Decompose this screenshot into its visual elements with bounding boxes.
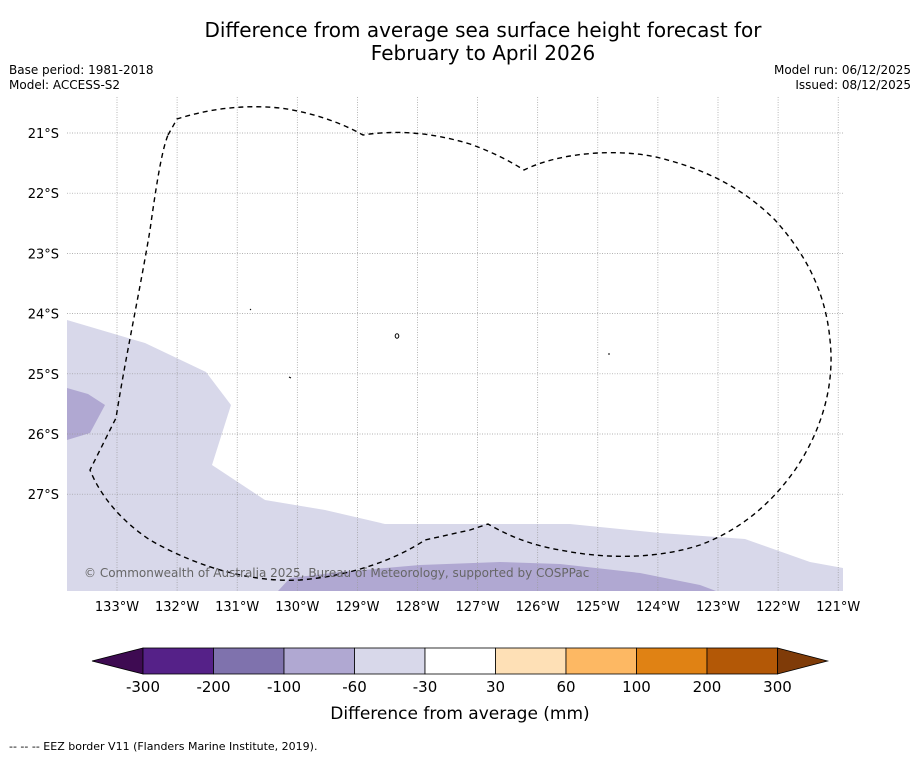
meta-right: Model run: 06/12/2025 Issued: 08/12/2025 [774,63,911,93]
issued-text: Issued: 08/12/2025 [795,78,911,92]
eez-footnote: -- -- -- EEZ border V11 (Flanders Marine… [9,740,318,753]
colorbar-tick-label: 30 [486,678,505,696]
lon-label: 125°W [576,600,620,615]
colorbar-tick-label: -30 [413,678,438,696]
longitude-labels: 133°W 132°W 131°W 130°W 129°W 128°W 127°W 126°W… [95,600,861,615]
anomaly-region-mid-bottom [278,562,716,591]
colorbar-tick-label: -100 [267,678,301,696]
lat-label: 24°S [28,308,59,323]
lon-label: 129°W [335,600,379,615]
meta-left: Base period: 1981-2018 Model: ACCESS-S2 [9,63,154,93]
island-1 [394,333,400,339]
lat-label: 25°S [28,368,59,383]
colorbar-labels: -300 -200 -100 -60 -30 30 60 100 200 300 [126,678,792,696]
lat-label: 23°S [28,247,59,262]
lon-label: 131°W [215,600,259,615]
eez-border [89,106,832,581]
model-run-text: Model run: 06/12/2025 [773,63,911,77]
colorbar-title: Difference from average (mm) [330,704,589,724]
colorbar-swatch [495,647,567,675]
colorbar-tick-label: -200 [196,678,230,696]
lon-label: 130°W [275,600,319,615]
lon-label: 124°W [636,600,680,615]
anomaly-fill-layer [67,320,843,591]
island-2 [249,308,252,311]
lon-label: 128°W [395,600,439,615]
model-text: Model: ACCESS-S2 [9,78,121,92]
colorbar-swatch [283,647,355,675]
colorbar-tick-label: 60 [556,678,575,696]
title-line-1: Difference from average sea surface heig… [204,18,762,42]
lon-label: 133°W [95,600,139,615]
colorbar-swatch [636,647,708,675]
latitude-labels: 21°S 22°S 23°S 24°S 25°S 26°S 27°S [28,127,59,503]
colorbar-extend-high [777,647,830,675]
anomaly-region-mid-left [67,388,105,440]
lat-label: 21°S [28,127,59,142]
title-line-2: February to April 2026 [370,41,596,65]
copyright-text: © Commonwealth of Australia 2025, Bureau… [84,566,589,580]
lon-label: 121°W [816,600,860,615]
colorbar-tick-label: 100 [622,678,651,696]
colorbar-swatch [424,647,496,675]
colorbar-tick-label: 200 [693,678,722,696]
colorbar-swatch [565,647,637,675]
colorbar-swatch [354,647,426,675]
chart-title: Difference from average sea surface heig… [0,19,919,65]
colorbar-tick-label: -60 [342,678,367,696]
lat-label: 22°S [28,187,59,202]
colorbar-swatch [213,647,285,675]
lon-label: 127°W [456,600,500,615]
colorbar-extend-low [91,647,144,675]
lon-label: 123°W [696,600,740,615]
colorbar [91,647,830,675]
lon-label: 126°W [516,600,560,615]
colorbar-tick-label: 300 [763,678,792,696]
colorbar-swatch [142,647,214,675]
colorbar-tick-label: -300 [126,678,160,696]
islands [249,308,610,379]
island-3 [288,376,292,379]
base-period-text: Base period: 1981-2018 [9,63,154,77]
colorbar-swatch [706,647,778,675]
lat-label: 27°S [28,488,59,503]
gridlines [67,97,843,591]
lon-label: 122°W [756,600,800,615]
lon-label: 132°W [155,600,199,615]
anomaly-region-light [67,320,843,591]
lat-label: 26°S [28,428,59,443]
